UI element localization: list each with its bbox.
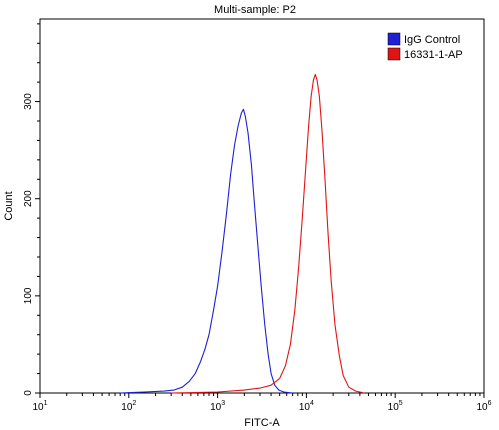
- legend-label: IgG Control: [404, 34, 460, 46]
- y-axis-title: Count: [3, 191, 15, 220]
- x-tick-label: 105: [388, 400, 403, 413]
- series-line-1: [120, 108, 293, 394]
- x-tick-label: 106: [476, 400, 491, 413]
- x-axis-title: FITC-A: [244, 417, 280, 429]
- series-line-2: [171, 73, 365, 394]
- y-tick-label: 0: [23, 390, 34, 396]
- legend-swatch: [387, 32, 401, 46]
- y-tick-label: 100: [23, 287, 34, 304]
- legend-swatch: [387, 47, 401, 61]
- y-tick-label: 200: [23, 190, 34, 207]
- x-axis-ticks: 101 102 103 104 105 106: [32, 393, 492, 413]
- chart-title: Multi-sample: P2: [214, 4, 296, 16]
- x-tick-label: 103: [210, 400, 225, 413]
- legend: IgG Control 16331-1-AP: [387, 32, 463, 61]
- plot-frame: [39, 18, 485, 394]
- x-tick-label: 101: [32, 400, 47, 413]
- legend-label: 16331-1-AP: [404, 49, 463, 61]
- y-tick-label: 300: [23, 93, 34, 110]
- series-layer: [120, 73, 365, 394]
- x-tick-label: 102: [121, 400, 136, 413]
- y-axis-ticks: 0 100 200 300: [23, 23, 40, 396]
- x-tick-label: 104: [299, 400, 314, 413]
